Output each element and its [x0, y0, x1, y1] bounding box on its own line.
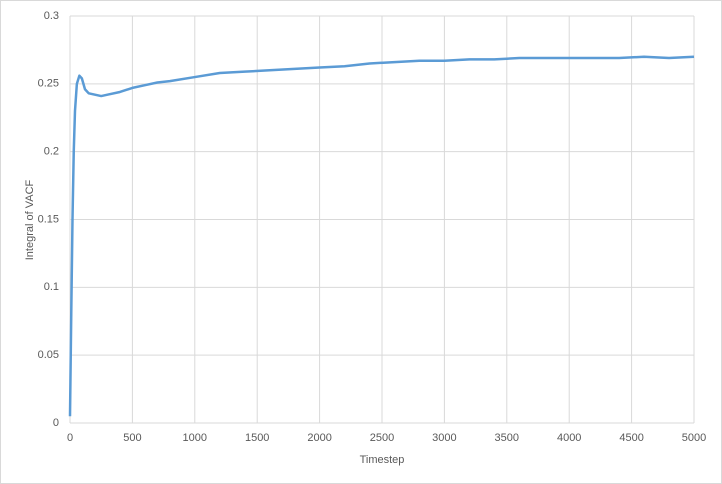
x-axis-label: Timestep: [360, 454, 405, 466]
x-tick-label: 2500: [370, 432, 394, 444]
y-tick-label: 0.15: [38, 213, 59, 225]
y-tick-label: 0.25: [38, 78, 59, 90]
x-tick-label: 1000: [183, 432, 207, 444]
x-tick-label: 500: [123, 432, 141, 444]
y-tick-label: 0.1: [44, 281, 59, 293]
x-tick-label: 3500: [495, 432, 519, 444]
y-tick-label: 0.3: [44, 10, 59, 22]
x-tick-label: 0: [67, 432, 73, 444]
x-tick-label: 2000: [307, 432, 331, 444]
x-tick-label: 3000: [432, 432, 456, 444]
x-tick-label: 4000: [557, 432, 581, 444]
x-tick-label: 4500: [619, 432, 643, 444]
y-tick-label: 0.2: [44, 146, 59, 158]
x-tick-label: 1500: [245, 432, 269, 444]
data-line: [68, 55, 695, 417]
y-tick-label: 0.05: [38, 349, 59, 361]
y-axis-label: Integral of VACF: [24, 179, 36, 260]
x-tick-label: 5000: [682, 432, 706, 444]
y-tick-label: 0: [53, 417, 59, 429]
